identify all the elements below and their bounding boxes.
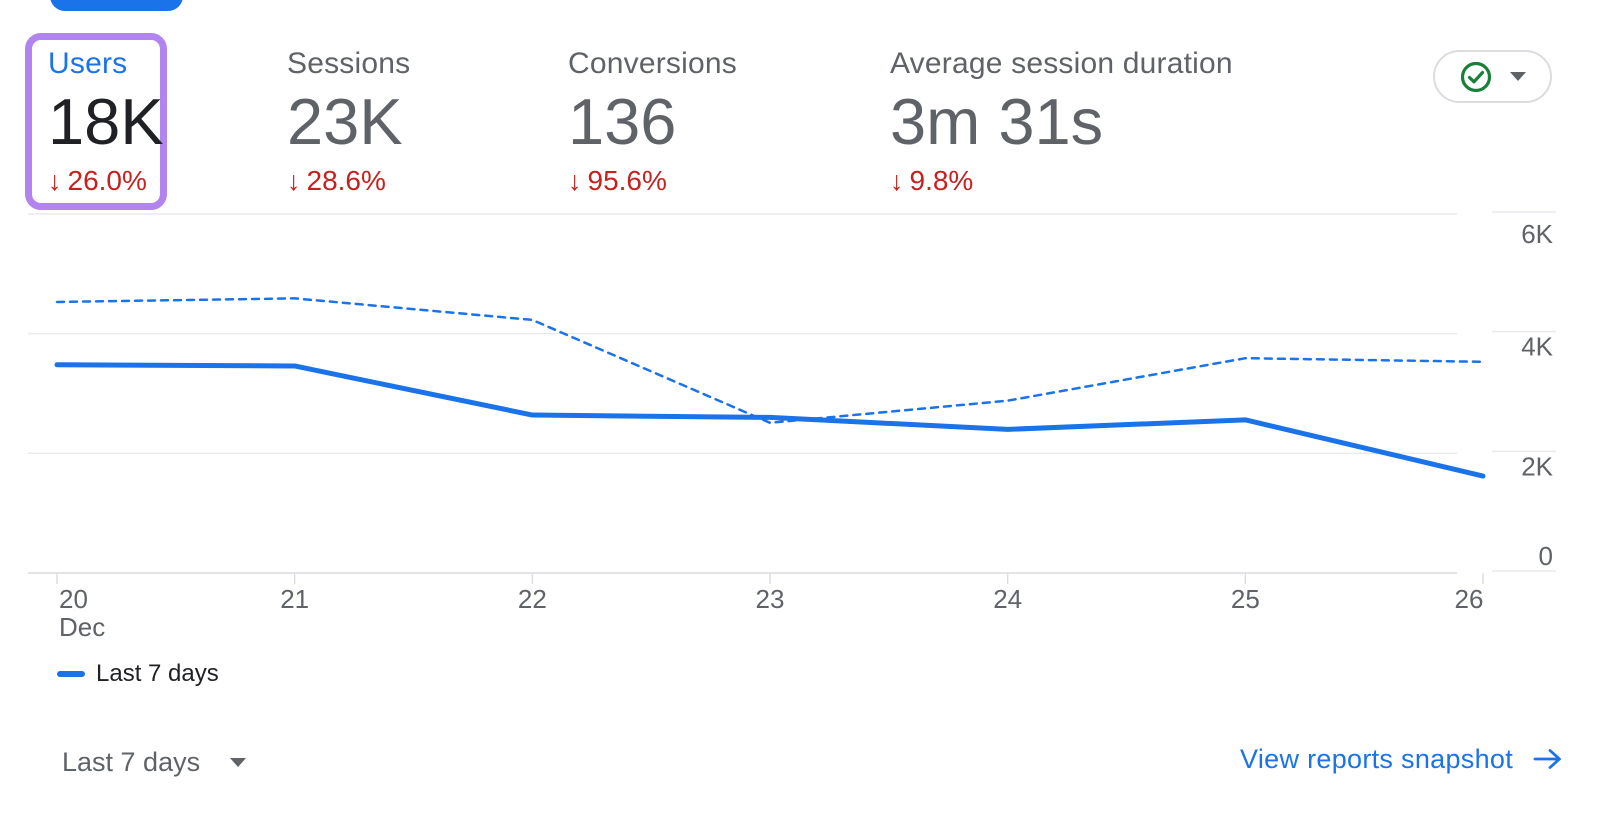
y-axis-label: 0 xyxy=(1539,541,1553,571)
delta-percent: 26.0% xyxy=(67,165,147,196)
partial-top-button[interactable] xyxy=(50,0,183,11)
metric-delta: ↓ 9.8% xyxy=(890,165,1233,197)
y-axis-label: 6K xyxy=(1521,219,1553,249)
delta-percent: 28.6% xyxy=(306,165,386,196)
metric-value: 136 xyxy=(568,85,677,158)
metric-label: Conversions xyxy=(568,47,737,80)
legend: Last 7 days xyxy=(57,660,219,688)
series-line-dashed xyxy=(55,297,1485,425)
metric-card-avg-session-duration[interactable]: Average session duration 3m 31s ↓ 9.8% xyxy=(890,47,1233,197)
metric-label: Average session duration xyxy=(890,47,1233,80)
metric-card-sessions[interactable]: Sessions 23K ↓ 28.6% xyxy=(287,47,411,197)
y-axis-label: 4K xyxy=(1521,332,1553,362)
legend-line-swatch xyxy=(57,671,85,677)
chevron-down-icon xyxy=(230,757,247,767)
metric-value: 23K xyxy=(287,85,403,158)
metric-card-users[interactable]: Users 18K ↓ 26.0% xyxy=(48,47,164,197)
arrow-right-icon xyxy=(1533,749,1561,769)
down-arrow-icon: ↓ xyxy=(568,166,582,196)
metric-label: Users xyxy=(48,47,128,80)
metric-value: 3m 31s xyxy=(890,85,1104,158)
metric-card-conversions[interactable]: Conversions 136 ↓ 95.6% xyxy=(568,47,737,197)
x-axis-label: 26 xyxy=(1455,584,1484,614)
x-axis-label: 22 xyxy=(518,584,547,614)
metric-delta: ↓ 26.0% xyxy=(48,165,164,197)
check-circle-icon xyxy=(1460,61,1492,92)
view-reports-snapshot-link[interactable]: View reports snapshot xyxy=(1240,742,1565,776)
metric-delta: ↓ 95.6% xyxy=(568,165,737,197)
data-status-button[interactable] xyxy=(1433,50,1552,103)
series-line-solid xyxy=(54,362,1486,479)
legend-label: Last 7 days xyxy=(96,660,219,687)
down-arrow-icon: ↓ xyxy=(287,166,301,196)
date-range-label: Last 7 days xyxy=(62,746,201,777)
metric-delta: ↓ 28.6% xyxy=(287,165,410,197)
date-range-selector[interactable]: Last 7 days xyxy=(62,746,247,778)
y-axis-label: 2K xyxy=(1521,451,1553,481)
x-axis-label: 25 xyxy=(1231,584,1260,614)
x-axis-label: 21 xyxy=(280,584,309,614)
chevron-down-icon xyxy=(1510,72,1526,81)
down-arrow-icon: ↓ xyxy=(890,166,904,196)
metric-label: Sessions xyxy=(287,47,411,80)
delta-percent: 95.6% xyxy=(587,165,667,196)
down-arrow-icon: ↓ xyxy=(48,166,62,196)
delta-percent: 9.8% xyxy=(909,165,974,196)
x-axis-month-label: Dec xyxy=(59,612,105,642)
x-axis-label: 20 xyxy=(59,584,88,614)
x-axis-label: 24 xyxy=(993,584,1022,614)
view-reports-label: View reports snapshot xyxy=(1240,743,1513,774)
x-axis-label: 23 xyxy=(756,584,785,614)
metric-value: 18K xyxy=(48,85,164,158)
